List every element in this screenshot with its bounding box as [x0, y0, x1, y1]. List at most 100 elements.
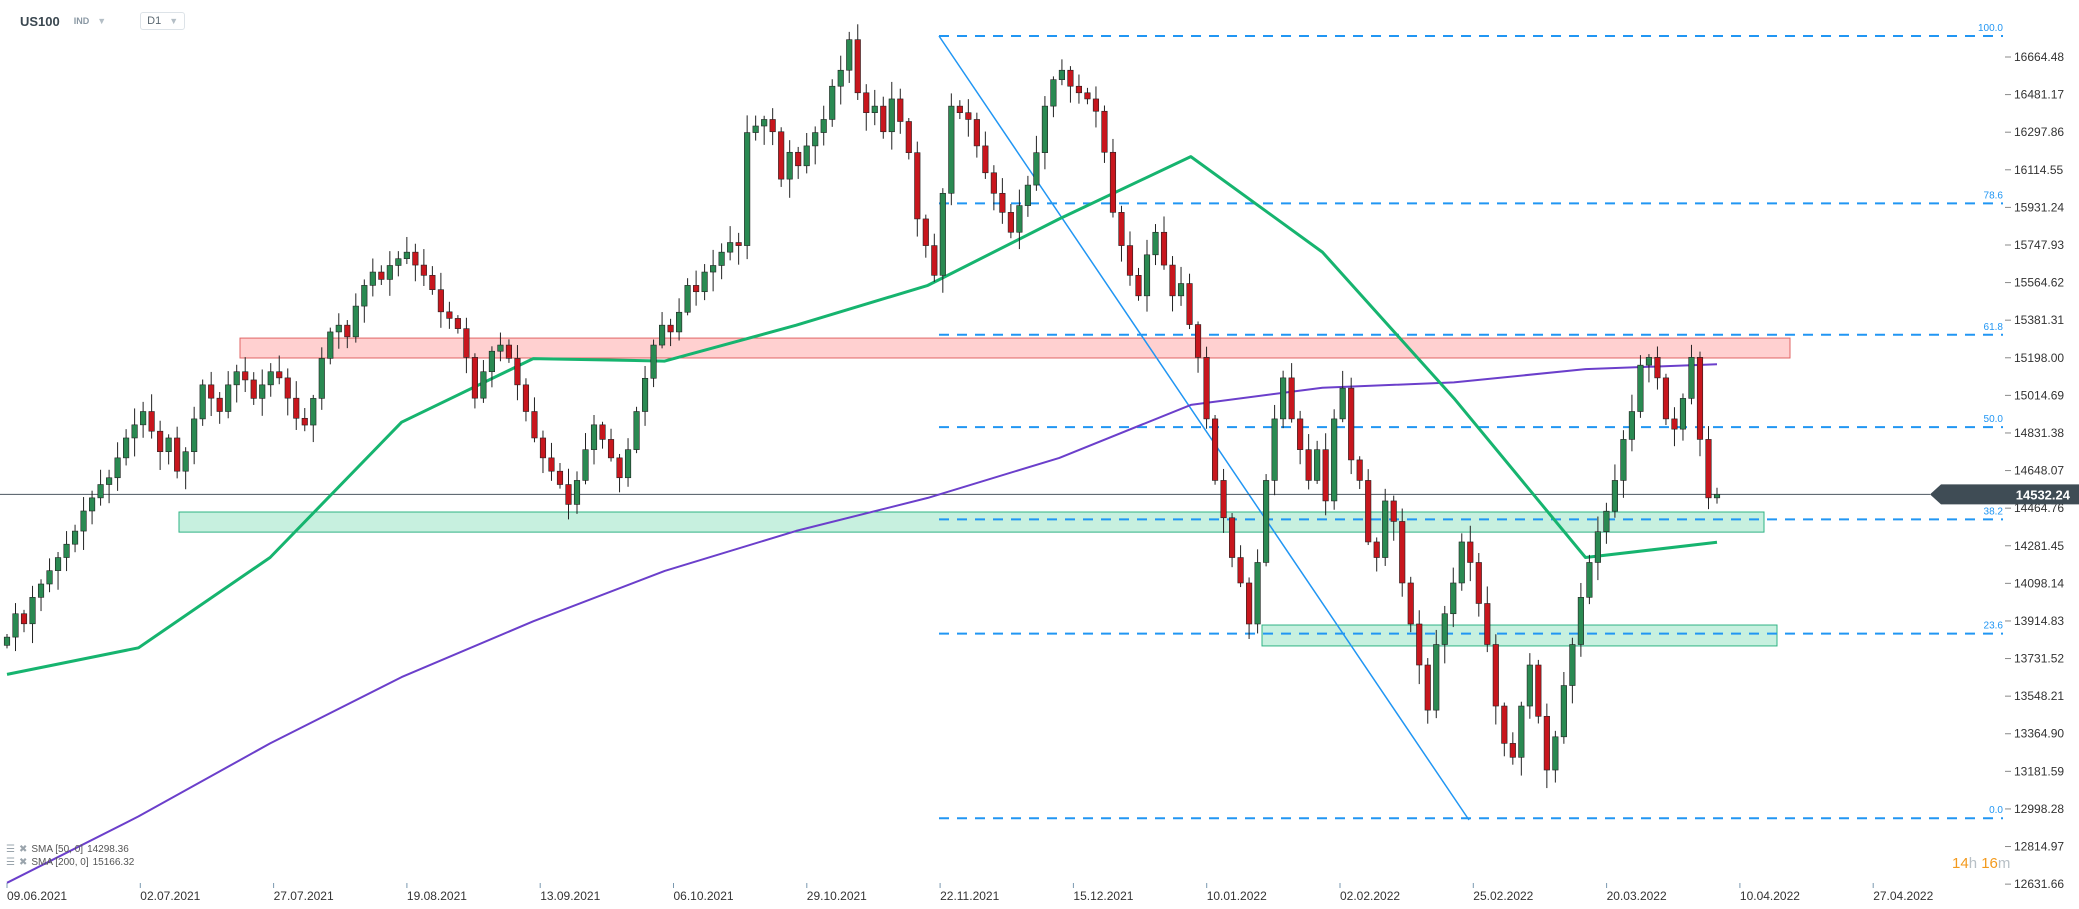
y-axis-label: 12814.97 — [2014, 840, 2064, 854]
fib-level-label: 38.2 — [1984, 506, 2004, 517]
x-axis-label: 10.01.2022 — [1207, 889, 1267, 903]
candle-down — [1288, 377, 1295, 420]
candle-up — [888, 98, 895, 133]
candle-up — [582, 449, 589, 481]
candle-down — [863, 92, 870, 113]
candle-up — [812, 132, 819, 147]
candle-up — [1441, 613, 1448, 645]
candle-up — [837, 69, 844, 87]
y-axis-label: 14464.76 — [2014, 501, 2064, 515]
close-icon[interactable]: ✖ — [18, 844, 28, 855]
candle-up — [1041, 105, 1048, 153]
candle-up — [3, 636, 11, 646]
candle-down — [522, 384, 530, 412]
candle-up — [727, 242, 734, 253]
symbol-name[interactable]: US100 — [20, 13, 60, 29]
candle-up — [1526, 664, 1533, 707]
candle-down — [174, 437, 181, 472]
candle-down — [914, 152, 921, 220]
candle-down — [693, 285, 700, 293]
candle-up — [1143, 254, 1151, 297]
candle-down — [429, 275, 436, 290]
candle-down — [1543, 715, 1550, 771]
candle-down — [982, 145, 989, 174]
timeframe-value: D1 — [147, 15, 162, 27]
candle-down — [1356, 459, 1363, 481]
fib-level-label: 61.8 — [1984, 322, 2004, 333]
candle-up — [335, 324, 342, 333]
support-zone-upper — [178, 511, 1765, 533]
candle-up — [1620, 439, 1627, 481]
candle-up — [1280, 377, 1287, 420]
candle-timer: 14h 16m — [1952, 855, 2010, 872]
candle-up — [820, 119, 827, 133]
candle-up — [1263, 480, 1270, 563]
candle-down — [378, 271, 385, 280]
candle-up — [63, 543, 70, 558]
timer-minutes-unit: m — [1997, 855, 2011, 872]
candle-down — [208, 384, 215, 399]
close-icon[interactable]: ✖ — [18, 857, 28, 868]
settings-icon[interactable]: ☰ — [6, 844, 15, 855]
candle-down — [607, 439, 615, 459]
candle-up — [140, 411, 147, 426]
candle-up — [1433, 644, 1440, 711]
candle-down — [1424, 664, 1431, 711]
y-axis-label: 13548.21 — [2014, 689, 2064, 703]
candle-down — [1109, 151, 1117, 213]
candle-down — [344, 324, 351, 338]
candle-down — [1135, 275, 1142, 297]
legend-sma50: ☰ ✖ SMA [50, 0] 14298.36 — [6, 843, 134, 856]
fib-level-label: 78.6 — [1984, 190, 2004, 201]
candle-down — [1126, 245, 1134, 276]
candle-up — [1152, 231, 1159, 256]
candle-up — [1033, 152, 1040, 186]
candle-up — [106, 477, 113, 485]
candle-down — [769, 119, 776, 133]
fib-level-label: 100.0 — [1978, 23, 2003, 34]
x-axis-label: 06.10.2021 — [674, 889, 734, 903]
candle-up — [497, 344, 504, 352]
candle-down — [1348, 387, 1355, 461]
candle-up — [1713, 494, 1721, 499]
candle-up — [573, 480, 581, 505]
symbol-chevron-down-icon[interactable]: ▼ — [97, 16, 107, 26]
candle-down — [20, 613, 28, 625]
candle-down — [1492, 644, 1499, 707]
candle-up — [1050, 79, 1057, 107]
candle-down — [471, 357, 478, 399]
settings-icon[interactable]: ☰ — [6, 857, 15, 868]
y-axis-label: 15198.00 — [2014, 351, 2064, 365]
candle-down — [880, 105, 887, 133]
candle-up — [267, 371, 274, 386]
candle-down — [990, 172, 997, 194]
candle-up — [1177, 283, 1185, 297]
candle-down — [1101, 110, 1108, 153]
y-axis-label: 16664.48 — [2014, 50, 2064, 64]
candle-down — [301, 417, 308, 426]
candle-down — [616, 457, 623, 479]
candle-up — [676, 311, 683, 333]
candle-up — [1637, 364, 1644, 412]
candle-down — [905, 121, 912, 153]
candle-down — [956, 105, 963, 113]
x-axis-label: 13.09.2021 — [540, 889, 600, 903]
y-axis-label: 14648.07 — [2014, 464, 2064, 478]
candle-up — [1611, 480, 1618, 512]
timer-minutes: 16 — [1981, 855, 1998, 872]
candle-up — [1628, 411, 1635, 440]
timeframe-select[interactable]: D1 ▼ — [140, 12, 186, 30]
candle-down — [1297, 418, 1304, 450]
candle-up — [29, 597, 36, 625]
candle-down — [1169, 264, 1176, 297]
candle-up — [310, 398, 317, 426]
y-axis-label: 15381.31 — [2014, 313, 2064, 327]
legend-label: SMA [50, 0] — [31, 844, 84, 855]
y-axis-label: 16481.17 — [2014, 88, 2064, 102]
candle-down — [1322, 449, 1329, 502]
indicator-legend: ☰ ✖ SMA [50, 0] 14298.36 ☰ ✖ SMA [200, 0] 1516… — [6, 843, 134, 869]
trend-line — [938, 35, 1470, 821]
x-axis-label: 20.03.2022 — [1607, 889, 1667, 903]
candle-up — [939, 192, 946, 276]
